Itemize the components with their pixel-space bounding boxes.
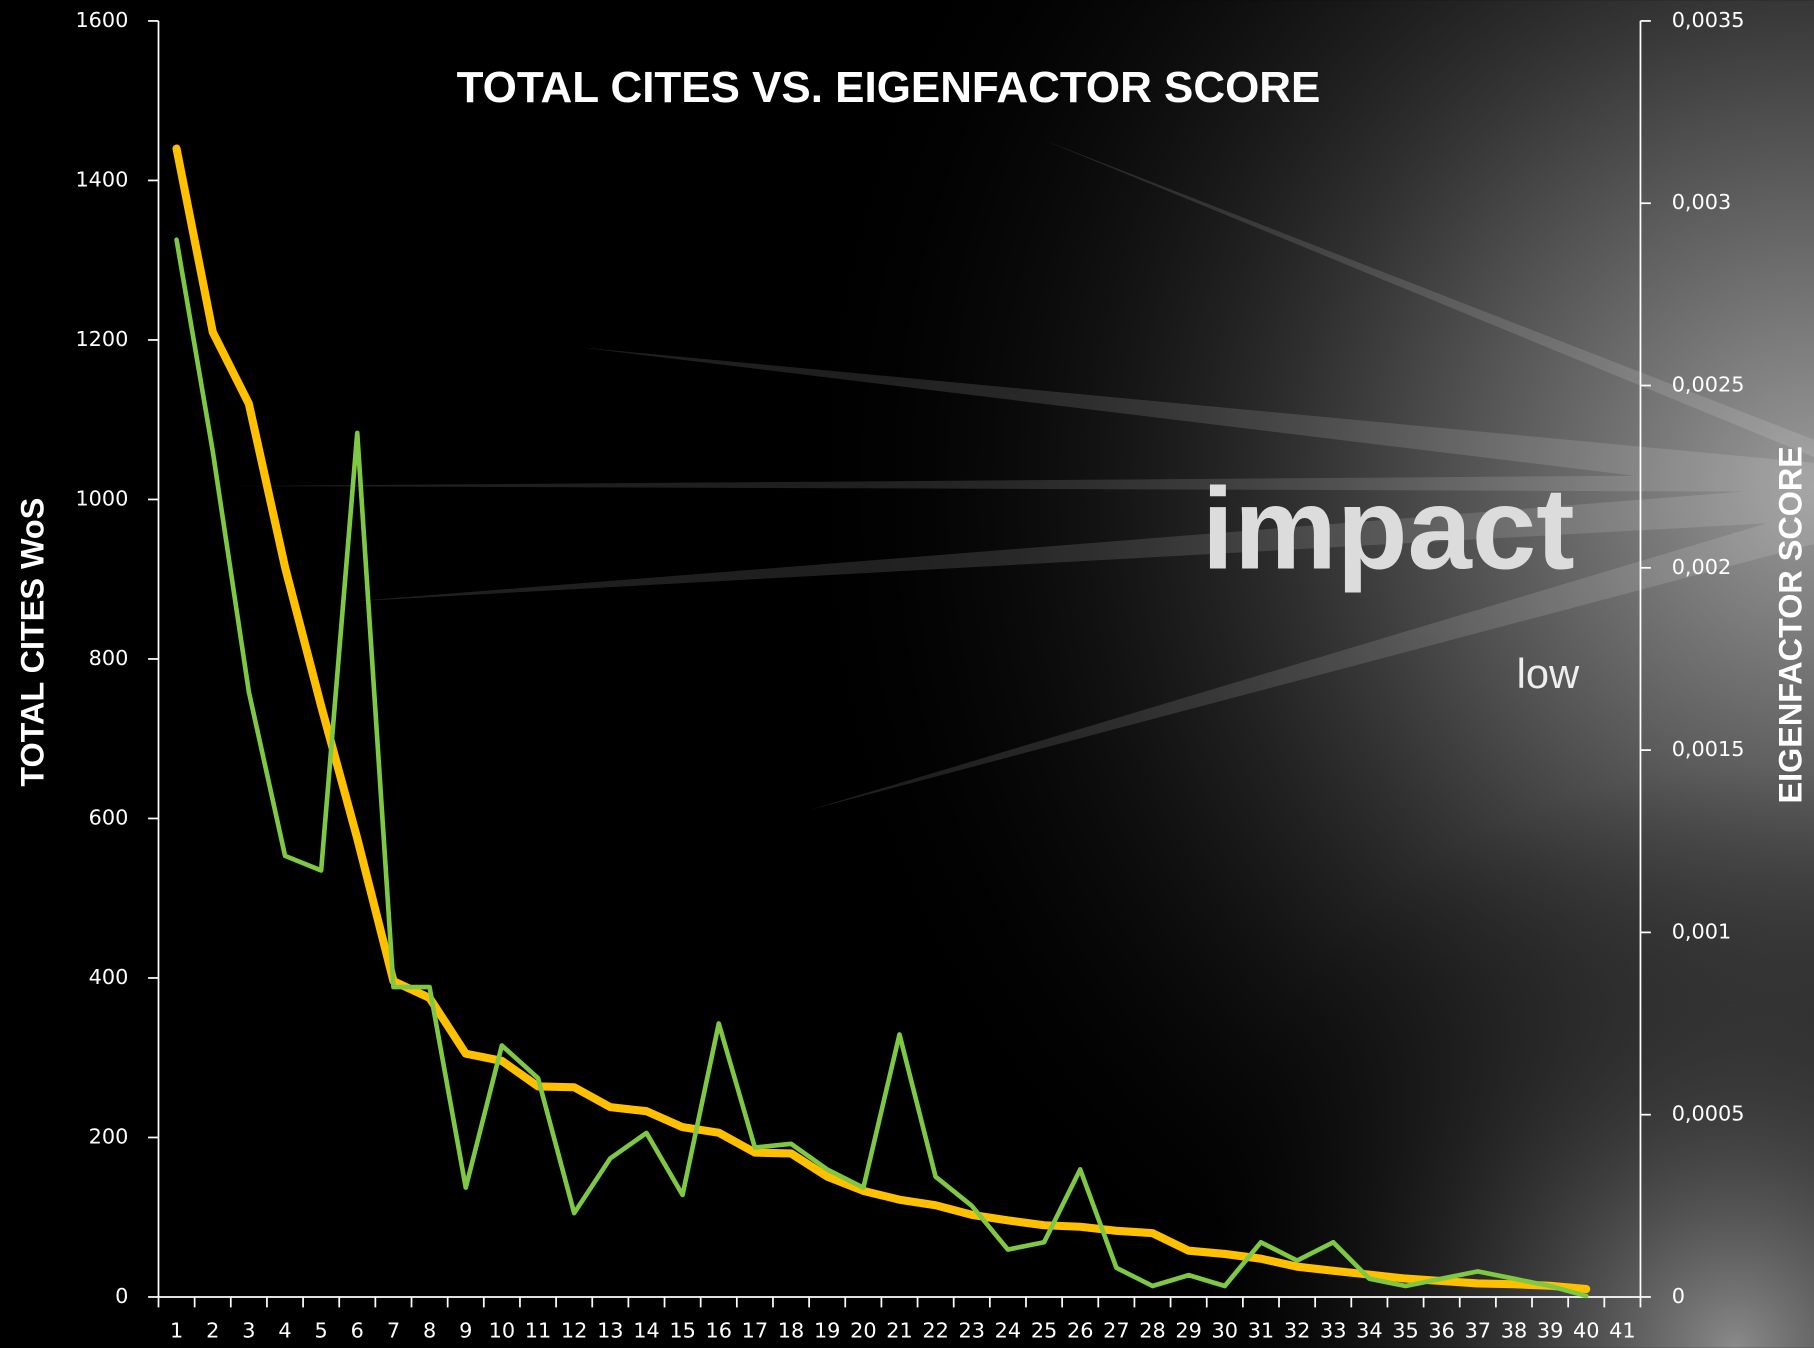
x-tick-label: 22 [922, 1319, 948, 1343]
y2-tick-label: 0,002 [1672, 555, 1732, 579]
annotation: low [1517, 650, 1580, 697]
x-tick-label: 32 [1284, 1319, 1310, 1343]
x-tick-label: 38 [1501, 1319, 1527, 1343]
x-tick-label: 12 [561, 1319, 587, 1343]
x-tick-label: 14 [633, 1319, 659, 1343]
x-tick-label: 10 [489, 1319, 515, 1343]
y-tick-label: 200 [89, 1124, 129, 1148]
x-tick-label: 34 [1356, 1319, 1382, 1343]
y-tick-label: 800 [89, 646, 129, 670]
x-tick-label: 40 [1573, 1319, 1599, 1343]
y2-tick-label: 0,001 [1672, 919, 1732, 943]
x-tick-label: 6 [351, 1319, 364, 1343]
x-tick-label: 13 [597, 1319, 623, 1343]
x-tick-label: 9 [459, 1319, 472, 1343]
x-tick-label: 31 [1248, 1319, 1274, 1343]
x-tick-label: 29 [1175, 1319, 1201, 1343]
y-tick-label: 1400 [75, 167, 128, 191]
x-tick-label: 33 [1320, 1319, 1346, 1343]
x-tick-label: 27 [1103, 1319, 1129, 1343]
x-tick-label: 30 [1212, 1319, 1238, 1343]
x-tick-label: 36 [1428, 1319, 1454, 1343]
x-tick-label: 35 [1392, 1319, 1418, 1343]
x-tick-label: 26 [1067, 1319, 1093, 1343]
x-tick-label: 11 [525, 1319, 551, 1343]
x-tick-label: 15 [669, 1319, 695, 1343]
x-tick-label: 28 [1139, 1319, 1165, 1343]
y-tick-label: 600 [89, 805, 129, 829]
y-tick-label: 0 [115, 1284, 128, 1308]
y2-tick-label: 0,0005 [1672, 1102, 1745, 1126]
y2-tick-label: 0,003 [1672, 190, 1732, 214]
x-tick-label: 21 [886, 1319, 912, 1343]
x-tick-label: 2 [206, 1319, 219, 1343]
x-tick-label: 16 [706, 1319, 732, 1343]
y-tick-label: 400 [89, 965, 129, 989]
data-line [174, 237, 1589, 1299]
x-tick-label: 17 [742, 1319, 768, 1343]
y-tick-label: 1000 [75, 486, 128, 510]
x-tick-label: 4 [278, 1319, 291, 1343]
x-tick-label: 5 [315, 1319, 328, 1343]
x-tick-label: 7 [387, 1319, 400, 1343]
y-axis-label: TOTAL CITES WoS [14, 498, 50, 787]
data-line [172, 144, 1591, 1294]
x-tick-label: 23 [959, 1319, 985, 1343]
y2-axis-label: EIGENFACTOR SCORE [1773, 446, 1809, 803]
x-tick-label: 19 [814, 1319, 840, 1343]
x-tick-label: 25 [1031, 1319, 1057, 1343]
x-tick-label: 8 [423, 1319, 436, 1343]
annotation: impact [1202, 464, 1575, 594]
x-tick-label: 37 [1465, 1319, 1491, 1343]
x-tick-label: 20 [850, 1319, 876, 1343]
x-tick-label: 39 [1537, 1319, 1563, 1343]
x-tick-label: 24 [995, 1319, 1021, 1343]
y-tick-label: 1200 [75, 327, 128, 351]
y2-tick-label: 0,0015 [1672, 737, 1745, 761]
x-tick-label: 3 [242, 1319, 255, 1343]
chart-title: TOTAL CITES VS. EIGENFACTOR SCORE [457, 63, 1321, 112]
x-tick-label: 18 [778, 1319, 804, 1343]
x-tick-label: 1 [170, 1319, 183, 1343]
y2-tick-label: 0,0025 [1672, 373, 1745, 397]
x-tick-label: 41 [1609, 1319, 1635, 1343]
y-tick-label: 1600 [75, 8, 128, 32]
y2-tick-label: 0,0035 [1672, 8, 1745, 32]
y2-tick-label: 0 [1672, 1284, 1685, 1308]
